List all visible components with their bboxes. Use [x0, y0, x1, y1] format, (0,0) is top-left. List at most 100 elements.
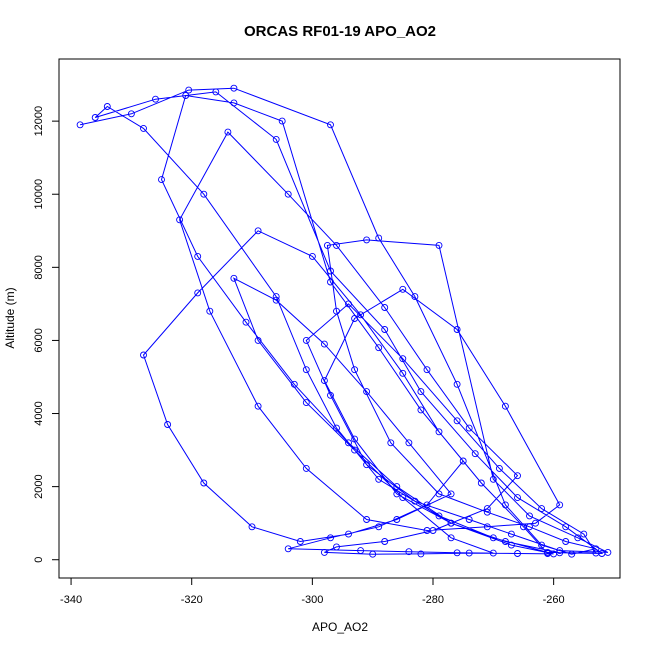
data-point [387, 439, 395, 447]
data-point [435, 512, 443, 520]
data-point [140, 124, 147, 132]
data-point [320, 548, 328, 556]
data-point [580, 530, 588, 538]
data-point [363, 236, 371, 244]
y-tick-label: 4000 [33, 401, 45, 425]
data-point [369, 550, 377, 558]
data-point [399, 369, 407, 377]
data-point [399, 494, 407, 502]
data-point [483, 523, 491, 531]
data-point [544, 550, 552, 557]
data-point [345, 439, 352, 447]
data-point [357, 547, 365, 555]
data-point [272, 296, 280, 304]
data-point [302, 464, 310, 472]
data-point [284, 545, 292, 553]
data-point [351, 366, 359, 374]
data-point [598, 550, 606, 557]
data-point [290, 380, 298, 388]
data-point [194, 289, 202, 297]
data-point [447, 519, 455, 527]
data-point [375, 523, 383, 531]
data-point [501, 538, 509, 545]
data-point [351, 315, 359, 322]
data-point [483, 505, 491, 513]
data-point [320, 377, 328, 385]
y-axis: 0 2000 4000 6000 8000 10000 12000 [33, 106, 60, 563]
data-point [393, 490, 401, 498]
data-point [357, 311, 365, 319]
data-point [327, 391, 334, 399]
data-point [423, 366, 431, 374]
data-point [489, 534, 497, 542]
data-point [562, 523, 570, 531]
data-point [514, 472, 521, 480]
plot-frame [58, 58, 621, 579]
data-point [200, 479, 208, 487]
data-point [212, 88, 220, 96]
data-point [272, 135, 280, 143]
data-point [375, 234, 383, 242]
data-point [514, 494, 521, 502]
data-point [501, 501, 509, 509]
data-point [185, 86, 193, 94]
x-tick-label: -320 [181, 594, 203, 606]
data-point [103, 103, 111, 110]
data-point [327, 278, 334, 286]
y-tick-label: 2000 [33, 474, 45, 498]
data-point [435, 241, 443, 249]
data-point [320, 340, 328, 348]
data-point [333, 241, 340, 249]
data-point [327, 121, 334, 129]
data-point [200, 190, 208, 198]
data-point [495, 464, 503, 472]
data-point [363, 388, 371, 396]
data-point [363, 461, 371, 469]
data-point [501, 402, 509, 410]
data-point [375, 344, 383, 352]
x-tick-label: -280 [422, 594, 444, 606]
data-point [399, 355, 407, 363]
data-point [538, 505, 546, 513]
data-point [194, 252, 202, 260]
data-point [453, 549, 461, 557]
data-point [526, 512, 533, 520]
data-point [429, 527, 437, 534]
y-tick-label: 12000 [33, 106, 45, 137]
data-point [435, 490, 443, 498]
data-point [556, 501, 564, 509]
data-point [532, 519, 539, 527]
data-point [417, 550, 425, 558]
series-layer [76, 84, 612, 558]
data-point [230, 99, 238, 107]
x-axis: -340 -320 -300 -280 -260 [60, 577, 565, 606]
data-point [538, 541, 546, 549]
data-point [206, 307, 214, 315]
data-point [514, 550, 521, 557]
x-tick-label: -340 [60, 594, 82, 606]
data-point [453, 417, 461, 425]
data-point [345, 300, 352, 308]
data-point [381, 304, 389, 311]
data-point [507, 530, 515, 538]
data-point [242, 318, 250, 326]
data-point [447, 534, 455, 542]
data-point [507, 541, 515, 549]
data-point [224, 128, 232, 136]
data-point [453, 326, 461, 333]
data-point [417, 388, 425, 396]
data-point [327, 267, 334, 275]
data-point [76, 121, 84, 129]
y-tick-label: 6000 [33, 328, 45, 352]
data-point [91, 114, 99, 121]
data-point [417, 406, 425, 414]
data-point [230, 84, 238, 92]
series-line [79, 87, 609, 555]
data-point [393, 516, 401, 523]
data-point [465, 424, 473, 432]
data-point [327, 534, 334, 542]
data-point [302, 366, 310, 374]
data-point [230, 274, 238, 282]
data-point [345, 530, 352, 538]
